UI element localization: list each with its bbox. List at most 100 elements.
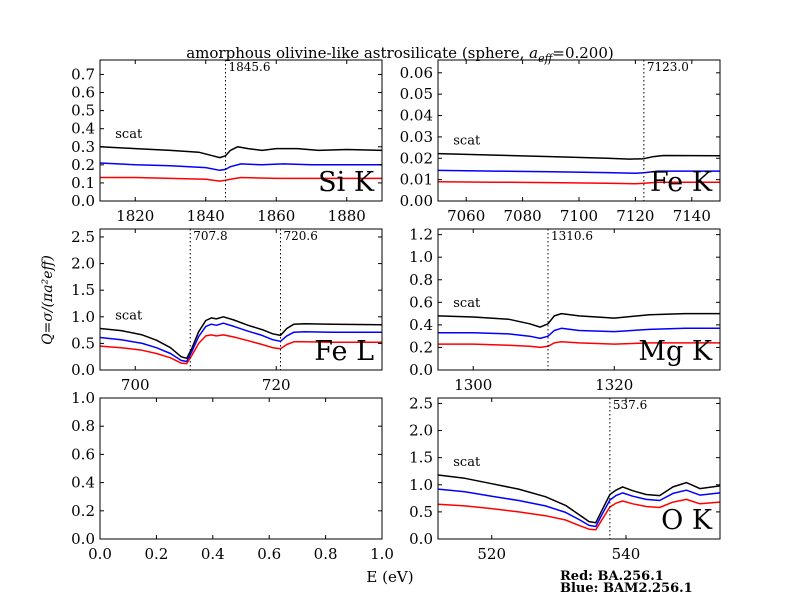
series-line-si-1 [100, 162, 382, 172]
y-tick-label-fel-5: 2.5 [71, 228, 95, 246]
y-tick-label-mg-2: 0.4 [409, 316, 433, 334]
y-tick-label-o-2: 1.0 [409, 476, 433, 494]
y-tick-label-si-1: 0.1 [71, 174, 95, 192]
y-tick-label-fel-4: 2.0 [71, 255, 95, 273]
y-tick-label-si-3: 0.3 [71, 138, 95, 156]
series-label-mg: scat [453, 296, 481, 311]
edge-marker-label-fek-0: 7123.0 [647, 60, 689, 74]
y-tick-label-fek-4: 0.04 [400, 107, 433, 125]
edge-marker-label-mg-0: 1310.6 [551, 229, 593, 243]
legend-red-label: Red: BA.256.1 [560, 569, 664, 584]
y-tick-label-si-6: 0.6 [71, 84, 95, 102]
y-tick-label-mg-5: 1.0 [409, 248, 433, 266]
x-tick-label-si-2: 1860 [257, 207, 295, 225]
edge-label-o: O K [661, 505, 713, 536]
edge-label-si: Si K [318, 167, 375, 198]
x-tick-label-fek-0: 7060 [447, 207, 485, 225]
edge-marker-label-fel-0: 707.8 [193, 229, 227, 243]
y-tick-label-empty-4: 0.8 [71, 417, 95, 435]
series-label-fek: scat [453, 134, 481, 149]
axes-frame-mg [437, 228, 721, 371]
series-line-fel-0 [100, 316, 382, 360]
y-tick-label-si-5: 0.5 [71, 102, 95, 120]
y-tick-label-si-7: 0.7 [71, 65, 95, 83]
x-tick-label-si-0: 1820 [116, 207, 154, 225]
y-tick-label-mg-4: 0.8 [409, 271, 433, 289]
subplot-fek: 7123.0 7060 7080 7100 7120 7140 0.00 0.01 0.02 0.… [400, 59, 721, 225]
y-tick-label-mg-0: 0.0 [409, 361, 433, 379]
y-tick-label-fel-1: 0.5 [71, 334, 95, 352]
axes-frame-empty [99, 397, 383, 540]
axes-frame-o [437, 397, 721, 540]
subplot-si: 1845.6 1820 1840 1860 1880 0.00.10.20.30.40.5… [71, 59, 383, 225]
series-line-mg-2 [438, 341, 720, 349]
subplot-fel: 707.8 720.6 700 720 0.0 0.5 1.0 1.5 2.0 2.5 scat Fe… [71, 228, 383, 394]
y-tick-label-empty-3: 0.6 [71, 445, 95, 463]
subplot-o: 537.6 520 540 0.0 0.5 1.0 1.5 2.0 2.5 scat O K [409, 394, 721, 563]
y-tick-label-empty-1: 0.2 [71, 502, 95, 520]
title-a-text: a [529, 44, 538, 62]
y-tick-label-fel-0: 0.0 [71, 361, 95, 379]
title-tail-text: =0.200) [552, 44, 613, 62]
x-tick-label-empty-3: 0.6 [257, 545, 281, 563]
plot-area-si [100, 146, 382, 182]
edge-marker-label-fel-1: 720.6 [283, 229, 317, 243]
y-tick-label-si-2: 0.2 [71, 156, 95, 174]
x-tick-label-mg-1: 1320 [595, 376, 633, 394]
series-line-o-0 [438, 474, 720, 524]
x-tick-label-o-0: 520 [477, 545, 506, 563]
y-tick-label-si-4: 0.4 [71, 120, 95, 138]
y-tick-label-mg-6: 1.2 [409, 226, 433, 244]
y-tick-label-empty-0: 0.0 [71, 530, 95, 548]
series-line-mg-1 [438, 327, 720, 340]
edge-marker-label-si-0: 1845.6 [228, 60, 270, 74]
series-line-o-2 [438, 498, 720, 531]
y-tick-label-o-4: 2.0 [409, 422, 433, 440]
x-axis-label: E (eV) [366, 568, 413, 586]
edge-marker-label-o-0: 537.6 [613, 398, 647, 412]
y-tick-label-empty-5: 1.0 [71, 389, 95, 407]
series-line-fek-2 [438, 181, 720, 185]
series-line-fek-0 [438, 152, 720, 160]
series-label-fel: scat [115, 308, 143, 323]
figure-title: amorphous olivine-like astrosilicate (sp… [186, 44, 614, 65]
series-line-si-0 [100, 146, 382, 159]
x-tick-label-si-3: 1880 [328, 207, 366, 225]
x-tick-label-empty-0: 0.0 [88, 545, 112, 563]
x-tick-label-empty-4: 0.8 [314, 545, 338, 563]
axes-frame-fel [99, 228, 383, 371]
series-label-o: scat [453, 455, 481, 470]
plot-area-fel [100, 316, 382, 365]
x-tick-label-si-1: 1840 [187, 207, 225, 225]
x-tick-label-fek-2: 7100 [560, 207, 598, 225]
y-tick-label-o-0: 0.0 [409, 530, 433, 548]
series-line-o-1 [438, 488, 720, 528]
x-tick-label-fel-0: 700 [121, 376, 150, 394]
subplot-empty: 0.0 0.2 0.4 0.6 0.8 1.0 0.0 0.2 0.4 0.6 0.8 1.0 [71, 389, 394, 563]
x-tick-label-fek-1: 7080 [504, 207, 542, 225]
y-tick-label-fek-1: 0.01 [400, 171, 433, 189]
title-subscript-text: eff [538, 52, 555, 65]
x-tick-label-empty-2: 0.4 [201, 545, 225, 563]
x-tick-label-empty-5: 1.0 [370, 545, 394, 563]
x-tick-label-fek-4: 7140 [673, 207, 711, 225]
y-tick-label-o-5: 2.5 [409, 394, 433, 412]
series-line-si-2 [100, 176, 382, 182]
series-line-fel-2 [100, 334, 382, 365]
y-tick-label-fek-5: 0.05 [400, 85, 433, 103]
y-tick-label-fek-0: 0.00 [400, 192, 433, 210]
plot-area-fek [438, 152, 720, 185]
y-tick-label-mg-3: 0.6 [409, 293, 433, 311]
y-tick-label-o-3: 1.5 [409, 449, 433, 467]
title-main-text: amorphous olivine-like astrosilicate (sp… [186, 44, 529, 62]
plot-area-o [438, 474, 720, 531]
y-tick-label-fel-2: 1.0 [71, 308, 95, 326]
series-line-mg-0 [438, 312, 720, 328]
axes-frame-si [99, 59, 383, 202]
y-tick-label-fek-6: 0.06 [400, 64, 433, 82]
plot-area-mg [438, 312, 720, 349]
legend-blue-label: Blue: BAM2.256.1 [560, 581, 693, 596]
y-tick-label-mg-1: 0.2 [409, 338, 433, 356]
